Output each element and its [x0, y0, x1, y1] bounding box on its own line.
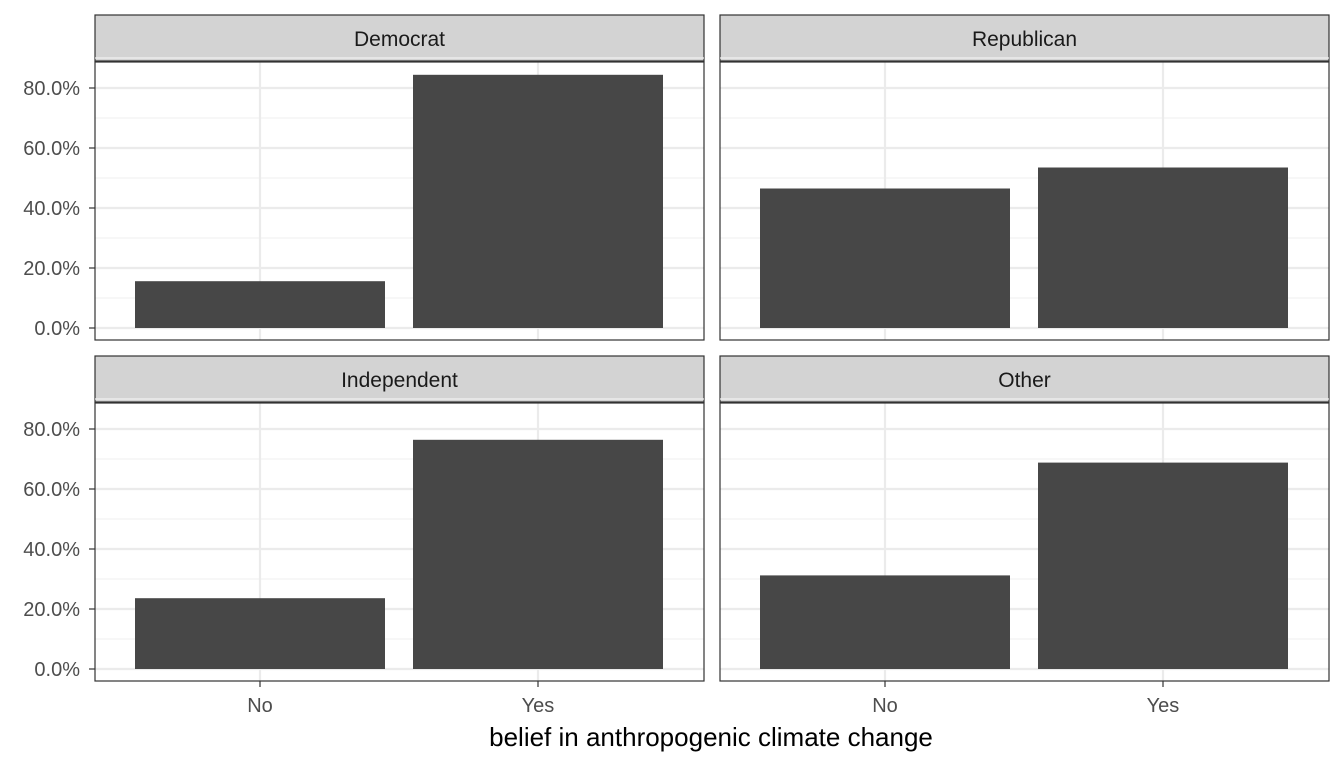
- y-tick-label: 60.0%: [23, 138, 80, 160]
- facet-strip-label: Democrat: [354, 28, 445, 51]
- y-tick-label: 80.0%: [23, 78, 80, 100]
- facet-strip: [94, 14, 705, 62]
- y-tick-label: 20.0%: [23, 599, 80, 621]
- facet-strip: [719, 355, 1330, 403]
- facet-panels: Democrat 0.0% 20.0% 40.0% 60.0% 80.0% Republic…: [23, 14, 1330, 717]
- x-axis-title: belief in anthropogenic climate change: [489, 722, 933, 752]
- y-tick-label: 0.0%: [34, 659, 80, 681]
- panel-border: [94, 61, 705, 341]
- x-tick-label: No: [247, 695, 273, 717]
- y-tick-label: 20.0%: [23, 258, 80, 280]
- x-tick-label: No: [872, 695, 898, 717]
- y-tick-label: 0.0%: [34, 318, 80, 340]
- bar-republican-no: [760, 188, 1010, 328]
- y-tick-label: 60.0%: [23, 479, 80, 501]
- facet-strip: [94, 355, 705, 403]
- facet-strip-label: Independent: [341, 369, 458, 392]
- facet-strip-label: Republican: [972, 28, 1077, 51]
- facet-independent: Independent 0.0% 20.0% 40.0% 60.0% 80.0% No Yes: [23, 355, 705, 717]
- x-tick-label: Yes: [522, 695, 555, 717]
- facet-republican: Republican: [719, 14, 1330, 341]
- bar-democrat-yes: [413, 74, 663, 328]
- facet-strip-label: Other: [998, 369, 1051, 392]
- facet-strip: [719, 14, 1330, 62]
- x-tick-label: Yes: [1147, 695, 1180, 717]
- facet-other: Other No Yes: [719, 355, 1330, 717]
- y-tick-label: 40.0%: [23, 198, 80, 220]
- bar-republican-yes: [1038, 167, 1288, 328]
- bar-democrat-no: [135, 281, 385, 328]
- bar-independent-no: [135, 598, 385, 669]
- y-tick-label: 40.0%: [23, 539, 80, 561]
- y-tick-label: 80.0%: [23, 419, 80, 441]
- bar-independent-yes: [413, 439, 663, 669]
- bar-other-no: [760, 575, 1010, 669]
- panel-border: [94, 402, 705, 682]
- panel-border: [719, 402, 1330, 682]
- facet-democrat: Democrat 0.0% 20.0% 40.0% 60.0% 80.0%: [23, 14, 705, 341]
- bar-other-yes: [1038, 462, 1288, 669]
- panel-border: [719, 61, 1330, 341]
